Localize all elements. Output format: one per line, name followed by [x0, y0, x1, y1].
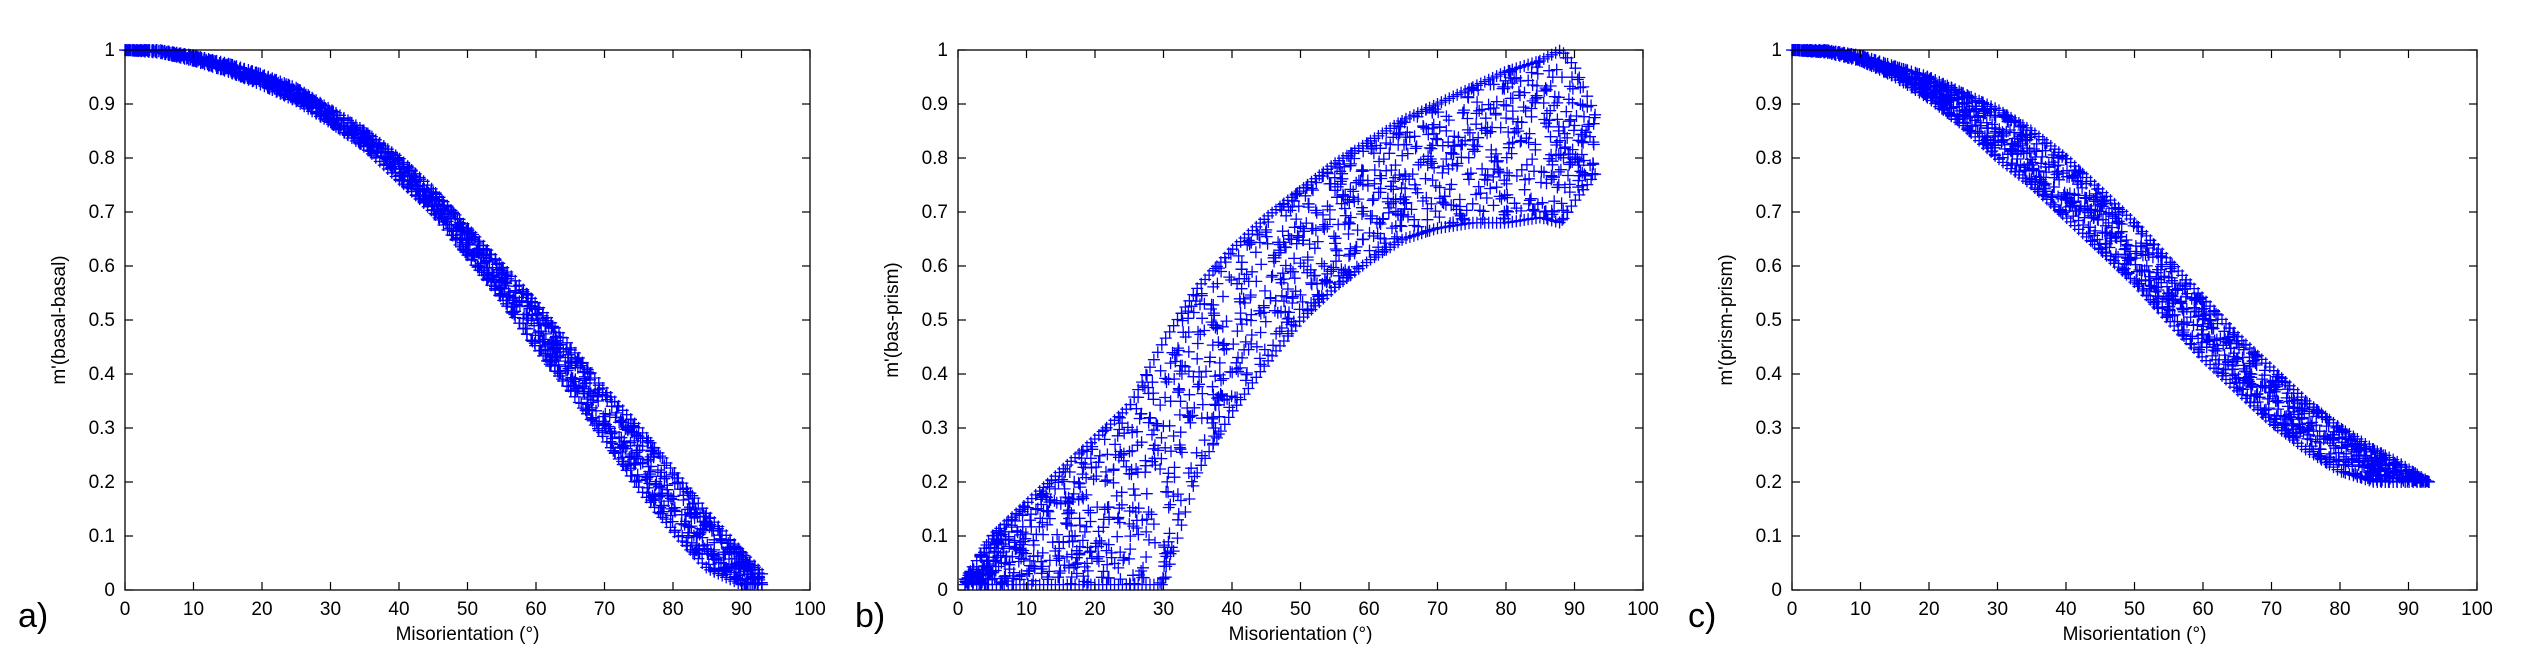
y-tick-label: 0.5	[922, 310, 948, 331]
x-tick-label: 80	[1495, 599, 1516, 620]
y-tick-label: 0.8	[922, 148, 948, 169]
y-tick-label: 0.9	[1756, 94, 1782, 115]
y-tick-label: 0.3	[1756, 418, 1782, 439]
y-tick-label: 0.7	[1756, 202, 1782, 223]
x-tick-label: 80	[2329, 599, 2350, 620]
y-tick-label: 0	[937, 580, 948, 601]
y-tick-label: 0.7	[89, 202, 115, 223]
x-axis-label: Misorientation (°)	[1229, 624, 1373, 645]
axes-frame	[957, 49, 1644, 591]
x-tick-label: 40	[1221, 599, 1242, 620]
y-tick-label: 0.3	[922, 418, 948, 439]
x-tick-label: 90	[2398, 599, 2419, 620]
x-tick-label: 60	[525, 599, 546, 620]
y-tick-label: 0.6	[1756, 256, 1782, 277]
x-axis-label: Misorientation (°)	[2063, 624, 2207, 645]
x-tick-label: 70	[594, 599, 615, 620]
panel-c: 0 10 20 30 40 50 60 70 80 90 100 0 0.1 0.2 0.3 0.4 0.5 0…	[1688, 40, 2493, 645]
scatter-points	[1786, 44, 2436, 488]
plus-markers	[119, 44, 769, 591]
plus-markers	[1786, 44, 2436, 488]
x-tick-label: 20	[1084, 599, 1105, 620]
x-tick-label: 0	[953, 599, 964, 620]
x-tick-label: 30	[320, 599, 341, 620]
axes-frame	[124, 49, 811, 591]
x-tick-label: 30	[1153, 599, 1174, 620]
panel-label-c: c)	[1688, 597, 1716, 635]
y-tick-label: 0.4	[89, 364, 116, 385]
y-tick-label: 1	[104, 40, 115, 61]
y-tick-label: 0.6	[922, 256, 948, 277]
y-axis-ticks: 0 0.1 0.2 0.3 0.4 0.5 0.6 0.7 0.8 0.9 1	[89, 40, 810, 601]
y-tick-label: 0.8	[1756, 148, 1782, 169]
y-tick-label: 1	[1771, 40, 1782, 61]
y-tick-label: 0.2	[1756, 472, 1782, 493]
x-axis-ticks: 0 10 20 30 40 50 60 70 80 90 100	[120, 50, 826, 620]
y-tick-label: 0.2	[922, 472, 948, 493]
y-axis-ticks: 0 0.1 0.2 0.3 0.4 0.5 0.6 0.7 0.8 0.9 1	[922, 40, 1643, 601]
x-tick-label: 100	[2461, 599, 2493, 620]
x-tick-label: 0	[1787, 599, 1798, 620]
axes-frame	[1791, 49, 2478, 591]
x-tick-label: 10	[183, 599, 204, 620]
x-tick-label: 90	[731, 599, 752, 620]
y-tick-label: 0.6	[89, 256, 115, 277]
panel-label-b: b)	[855, 597, 885, 635]
y-tick-label: 0.4	[922, 364, 949, 385]
panel-label-a: a)	[18, 597, 48, 635]
y-axis-label: m'(basal-basal)	[49, 255, 70, 384]
x-tick-label: 50	[457, 599, 478, 620]
x-tick-label: 30	[1987, 599, 2008, 620]
scatter-points	[958, 44, 1602, 591]
y-tick-label: 0.4	[1756, 364, 1783, 385]
y-tick-label: 0.9	[922, 94, 948, 115]
x-tick-label: 90	[1564, 599, 1585, 620]
panel-b: 0 10 20 30 40 50 60 70 80 90 100 00.10.20.30.40.50…	[855, 40, 1659, 645]
x-tick-label: 10	[1016, 599, 1037, 620]
x-tick-label: 70	[1427, 599, 1448, 620]
x-tick-label: 50	[2124, 599, 2145, 620]
x-tick-label: 40	[388, 599, 409, 620]
x-tick-label: 60	[1358, 599, 1379, 620]
x-tick-label: 0	[120, 599, 131, 620]
plus-markers	[958, 44, 1602, 591]
x-tick-label: 40	[2055, 599, 2076, 620]
y-tick-label: 0.8	[89, 148, 115, 169]
panel-a: 0 10 20 30 40 50 60 70 80 90 100 00.10.20.30.40.50…	[18, 40, 826, 645]
y-tick-label: 0	[1771, 580, 1782, 601]
x-tick-label: 70	[2261, 599, 2282, 620]
x-tick-label: 100	[794, 599, 826, 620]
y-tick-label: 0.1	[1756, 526, 1782, 547]
x-tick-label: 80	[662, 599, 683, 620]
x-tick-label: 20	[251, 599, 272, 620]
y-tick-label: 0.9	[89, 94, 115, 115]
y-tick-label: 1	[937, 40, 948, 61]
y-tick-label: 0	[104, 580, 115, 601]
x-tick-label: 100	[1627, 599, 1659, 620]
x-axis-label: Misorientation (°)	[396, 624, 540, 645]
x-tick-label: 50	[1290, 599, 1311, 620]
y-tick-label: 0.2	[89, 472, 115, 493]
scatter-points	[119, 44, 769, 591]
x-tick-label: 60	[2192, 599, 2213, 620]
y-tick-label: 0.5	[1756, 310, 1782, 331]
x-axis-ticks: 0 10 20 30 40 50 60 70 80 90 100	[953, 50, 1659, 620]
y-tick-label: 0.1	[922, 526, 948, 547]
x-tick-label: 20	[1918, 599, 1939, 620]
y-tick-label: 0.7	[922, 202, 948, 223]
y-tick-label: 0.3	[89, 418, 115, 439]
y-tick-label: 0.5	[89, 310, 115, 331]
y-axis-label: m'(prism-prism)	[1716, 254, 1737, 385]
x-tick-label: 10	[1850, 599, 1871, 620]
y-axis-label: m'(bas-prism)	[882, 262, 903, 378]
y-tick-label: 0.1	[89, 526, 115, 547]
